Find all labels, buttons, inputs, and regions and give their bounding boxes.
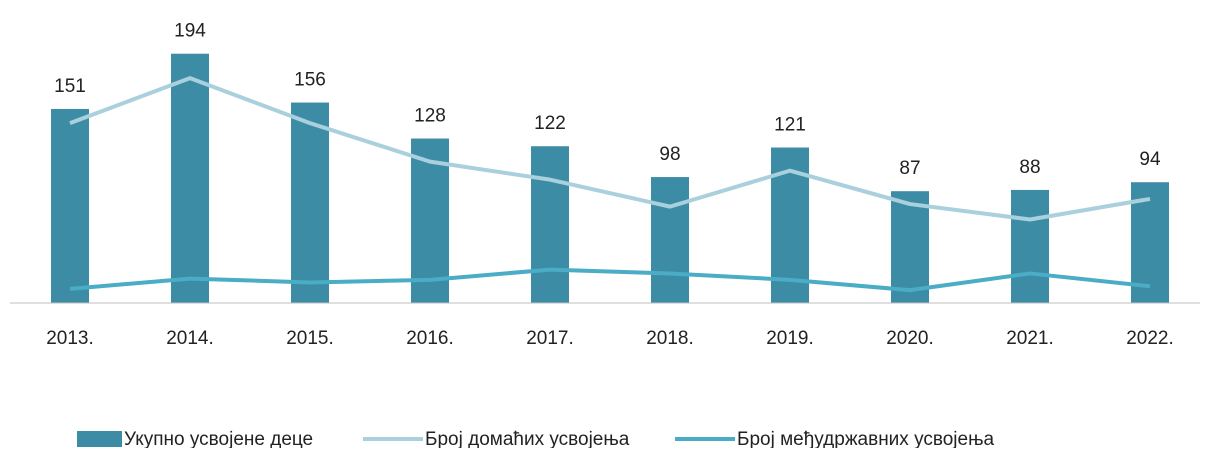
bar — [411, 138, 449, 303]
line — [69, 76, 1151, 222]
data-label: 94 — [1139, 149, 1161, 170]
bar — [531, 146, 569, 303]
bar — [171, 53, 209, 304]
bar — [51, 108, 89, 303]
data-label: 98 — [659, 144, 680, 165]
line — [69, 267, 1151, 293]
x-tick-label: 2017. — [526, 328, 574, 349]
bar — [291, 102, 329, 303]
x-tick-label: 2021. — [1006, 328, 1054, 349]
data-label: 88 — [1019, 157, 1040, 178]
bar — [651, 177, 689, 303]
legend-label: Број међудржавних усвојења — [737, 429, 995, 448]
x-tick-label: 2020. — [886, 328, 934, 349]
legend-label: Укупно усвојене деце — [124, 429, 313, 448]
data-label: 156 — [294, 70, 326, 91]
x-tick-label: 2019. — [766, 328, 814, 349]
x-tick-label: 2018. — [646, 328, 694, 349]
x-tick-label: 2014. — [166, 328, 214, 349]
bar — [1011, 189, 1049, 303]
x-tick-label: 2013. — [46, 328, 94, 349]
data-label: 128 — [414, 106, 446, 127]
x-tick-label: 2022. — [1126, 328, 1174, 349]
legend-swatch — [77, 431, 122, 447]
legend-label: Број домаћих усвојења — [425, 429, 630, 448]
data-label: 121 — [774, 115, 806, 136]
data-label: 87 — [899, 158, 920, 179]
bar — [891, 191, 929, 303]
x-tick-label: 2016. — [406, 328, 454, 349]
data-label: 151 — [54, 76, 86, 97]
data-label: 194 — [174, 21, 206, 42]
x-tick-label: 2015. — [286, 328, 334, 349]
data-label: 122 — [534, 113, 566, 134]
